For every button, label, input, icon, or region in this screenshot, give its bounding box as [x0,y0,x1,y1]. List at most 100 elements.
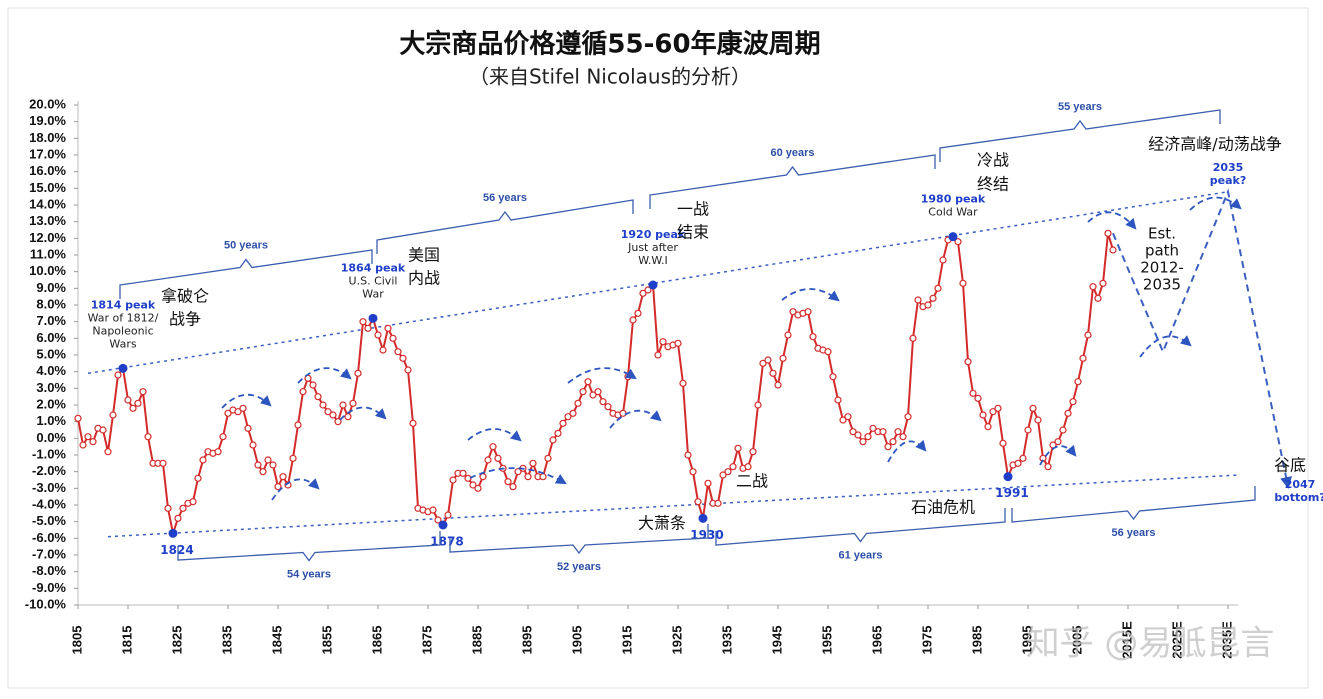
point [679,379,687,387]
event-label: 1920 peak [621,228,686,241]
point [734,444,742,452]
cycle-arrow [1189,196,1242,211]
x-tick-label: 1955 [819,626,834,655]
point [924,301,932,309]
period-label: 61 years [838,549,882,561]
point [969,389,977,397]
point [104,448,112,456]
point [539,473,547,481]
x-tick-label: 1825 [169,626,184,655]
point [859,438,867,446]
y-tick-label: 0.0% [36,430,66,445]
price-line [77,233,1114,538]
point [854,431,862,439]
x-tick-label: 1875 [419,626,434,655]
point [634,309,642,317]
event-desc: War [362,287,384,300]
point [704,479,712,487]
y-tick-label: -3.0% [32,480,66,495]
y-tick-label: -10.0% [25,596,67,611]
y-tick-label: 11.0% [30,246,67,261]
point [129,404,137,412]
y-tick-label: 8.0% [36,296,66,311]
point [269,461,277,469]
point [309,381,317,389]
y-tick-label: 7.0% [36,313,66,328]
note: 2035 [1143,276,1181,294]
point [279,473,287,481]
point [994,404,1002,412]
point [954,238,962,246]
event-label: 1824 [160,543,193,557]
cycle-arrow [609,409,662,429]
point [844,413,852,421]
point [899,433,907,441]
point [189,498,197,506]
point [404,366,412,374]
period-bracket [177,531,441,562]
event-label: 1864 peak [341,261,406,274]
y-tick-label: 6.0% [36,330,66,345]
frame [7,7,1309,689]
point [504,478,512,486]
cycle-arrow [339,406,387,421]
period-bracket [649,154,936,209]
point [579,388,587,396]
point [344,413,352,421]
y-tick-label: 9.0% [36,280,66,295]
event-point [118,363,128,373]
point [729,463,737,471]
event-point [648,280,658,290]
point [789,308,797,316]
point [179,504,187,512]
period-label: 60 years [770,147,814,159]
event-label: 1878 [430,535,463,549]
x-tick-label: 1835 [219,626,234,655]
y-tick-label: 14.0% [29,196,66,211]
point [1084,331,1092,339]
period-bracket [715,508,1006,546]
point [464,474,472,482]
point [929,294,937,302]
note: 终结 [977,175,1009,194]
cycle-arrow [887,439,927,463]
point [674,339,682,347]
point [1079,354,1087,362]
point [719,471,727,479]
point [214,448,222,456]
point [549,436,557,444]
event-point [1003,472,1013,482]
y-tick-label: 3.0% [36,380,66,395]
point [289,454,297,462]
point [174,514,182,522]
note: 大萧条 [638,514,686,533]
point [364,324,372,332]
x-tick-label: 2025E [1169,621,1184,659]
point [1099,279,1107,287]
y-tick-label: -4.0% [32,496,66,511]
point [684,451,692,459]
period-label: 50 years [224,239,268,251]
event-desc: Napoleonic [92,324,153,337]
period-label: 52 years [557,561,601,573]
x-tick-label: 1805 [69,626,84,655]
point [434,516,442,524]
point [354,369,362,377]
event-desc: War of 1812/ [88,311,159,324]
point [164,504,172,512]
point [109,411,117,419]
point [884,443,892,451]
point [1064,409,1072,417]
event-desc: W.W.I [638,254,667,267]
point [894,428,902,436]
event-label: 1980 peak [921,193,986,206]
point [934,284,942,292]
point [134,399,142,407]
point [359,318,367,326]
point [389,334,397,342]
point [1019,454,1027,462]
note: 一战 [677,200,709,219]
note: Est. [1148,225,1176,243]
point [459,469,467,477]
point [559,419,567,427]
